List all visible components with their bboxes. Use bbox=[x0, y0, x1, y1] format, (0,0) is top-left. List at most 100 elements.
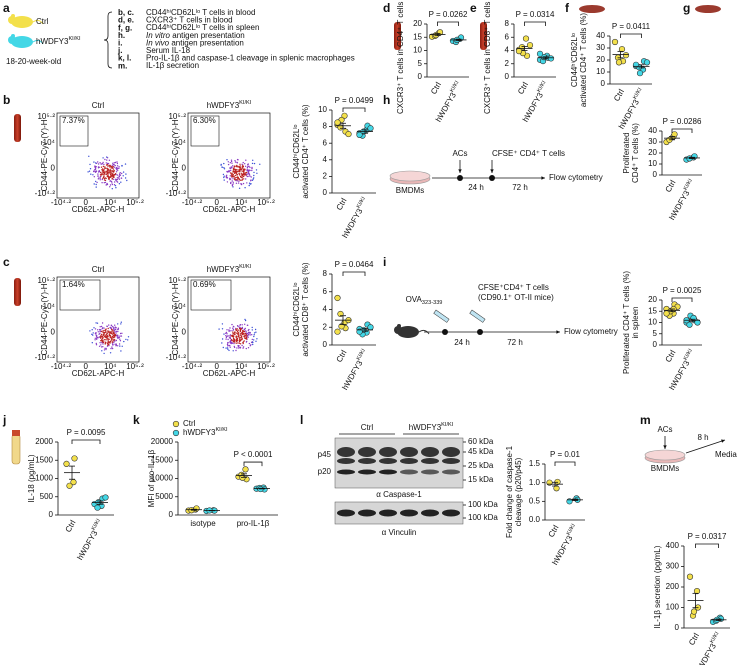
event-dot bbox=[106, 173, 108, 175]
event-dot bbox=[109, 180, 111, 182]
mouse-ear bbox=[11, 34, 15, 38]
event-dot bbox=[113, 327, 115, 329]
event-dot bbox=[115, 330, 118, 333]
event-dot bbox=[235, 332, 237, 334]
event-dot bbox=[245, 172, 247, 174]
flow-x-tick: -10⁴·² bbox=[182, 198, 203, 207]
event-dot bbox=[91, 342, 94, 344]
text-part: Serum IL-18 bbox=[146, 46, 191, 55]
flow-x-tick: 0 bbox=[214, 198, 219, 207]
flow-y-tick: 10⁴ bbox=[43, 302, 56, 311]
x-tick-label: Ctrl bbox=[335, 348, 349, 363]
event-dot bbox=[104, 173, 106, 175]
event-dot bbox=[232, 175, 234, 177]
flow-y-label: CD44-PE-Cy7 (Y)-H bbox=[40, 283, 49, 355]
y-tick-label: 6 bbox=[505, 32, 510, 41]
event-dot bbox=[94, 168, 97, 170]
event-dot bbox=[120, 335, 123, 337]
event-dot bbox=[116, 334, 118, 337]
flow-x-tick: -10⁴·² bbox=[51, 362, 72, 371]
event-dot bbox=[120, 321, 123, 323]
event-dot bbox=[238, 170, 241, 172]
event-dot bbox=[233, 175, 235, 177]
p-bracket bbox=[695, 543, 719, 548]
event-dot bbox=[101, 322, 104, 324]
event-dot bbox=[223, 168, 226, 170]
event-dot bbox=[236, 340, 238, 343]
event-dot bbox=[230, 169, 232, 172]
diagram-label: CFSE⁺ CD4⁺ T cells bbox=[492, 149, 565, 158]
event-dot bbox=[95, 344, 98, 346]
event-dot bbox=[232, 167, 235, 169]
event-dot bbox=[111, 346, 113, 348]
blot bbox=[334, 501, 464, 525]
event-dot bbox=[113, 176, 115, 178]
mouse-head bbox=[394, 326, 402, 334]
event-dot bbox=[98, 171, 100, 173]
event-dot bbox=[100, 330, 103, 333]
event-dot bbox=[92, 334, 94, 336]
y-tick-label: 1000 bbox=[35, 474, 53, 483]
event-dot bbox=[115, 339, 118, 342]
event-dot bbox=[235, 172, 237, 175]
event-dot bbox=[90, 173, 92, 175]
event-dot bbox=[249, 169, 251, 172]
event-dot bbox=[232, 332, 234, 335]
event-dot bbox=[104, 334, 107, 336]
event-dot bbox=[253, 339, 255, 341]
p-value: P = 0.0025 bbox=[663, 286, 702, 295]
text-part: KI/KI bbox=[441, 422, 454, 428]
y-tick-label: 2 bbox=[323, 172, 328, 181]
event-dot bbox=[223, 176, 225, 179]
event-dot bbox=[98, 177, 100, 179]
event-dot bbox=[242, 330, 244, 333]
event-dot bbox=[103, 333, 105, 335]
event-dot bbox=[239, 330, 241, 332]
flow-x-tick: 10⁵·² bbox=[126, 198, 144, 207]
y-axis-label: IL-1β secretion (pg/mL) bbox=[653, 545, 662, 628]
event-dot bbox=[119, 338, 121, 340]
flow-x-label: CD62L-APC-H bbox=[72, 369, 125, 378]
event-dot bbox=[236, 161, 238, 164]
event-dot bbox=[225, 331, 228, 334]
y-tick-label: 6 bbox=[323, 138, 328, 147]
x-tick-label: Ctrl bbox=[335, 196, 349, 211]
event-dot bbox=[234, 169, 236, 171]
event-dot bbox=[114, 331, 116, 333]
event-dot bbox=[100, 163, 102, 165]
event-dot bbox=[231, 175, 233, 177]
event-dot bbox=[244, 165, 247, 167]
event-dot bbox=[111, 333, 114, 335]
event-dot bbox=[106, 167, 108, 169]
event-dot bbox=[246, 324, 249, 326]
event-dot bbox=[241, 176, 243, 179]
diagram-label: 72 h bbox=[507, 338, 523, 347]
event-dot bbox=[99, 179, 101, 181]
event-dot bbox=[243, 340, 245, 342]
event-dot bbox=[103, 329, 105, 332]
event-dot bbox=[232, 350, 234, 352]
event-dot bbox=[113, 164, 115, 166]
event-dot bbox=[102, 327, 104, 329]
event-dot bbox=[106, 182, 108, 185]
data-point bbox=[94, 504, 101, 511]
flow-y-tick: 0 bbox=[51, 163, 56, 172]
event-dot bbox=[244, 163, 246, 165]
data-point bbox=[686, 573, 694, 580]
text-part: hWDFY3 bbox=[75, 529, 99, 562]
event-dot bbox=[92, 174, 94, 176]
event-dot bbox=[239, 324, 242, 326]
event-dot bbox=[114, 178, 117, 180]
event-dot bbox=[235, 182, 238, 184]
event-dot bbox=[243, 172, 245, 174]
event-dot bbox=[228, 330, 230, 332]
data-point bbox=[71, 455, 78, 462]
event-dot bbox=[235, 176, 237, 179]
event-dot bbox=[221, 338, 224, 340]
event-dot bbox=[99, 177, 101, 179]
event-dot bbox=[120, 177, 123, 179]
lane-label: Ctrl bbox=[361, 423, 374, 432]
x-tick-label: Ctrl bbox=[664, 178, 678, 193]
event-dot bbox=[247, 336, 249, 338]
event-dot bbox=[97, 166, 100, 168]
